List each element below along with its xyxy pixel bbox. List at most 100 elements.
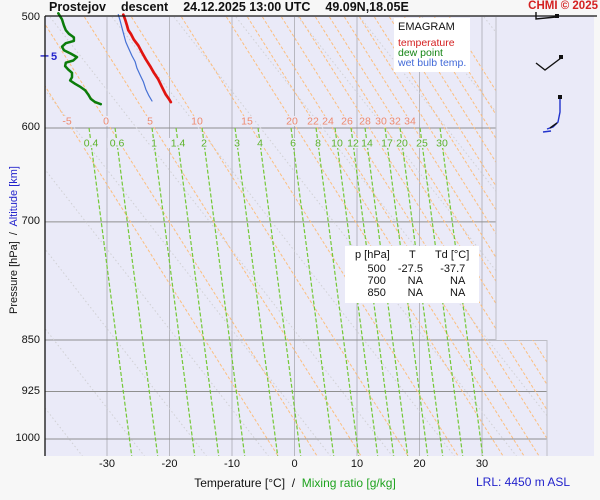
mixing-ratio-label: 4 (257, 138, 263, 150)
wind-barb-dot (558, 95, 562, 99)
legend-item-temperature: temperature (398, 37, 455, 49)
wind-barb-dot (555, 14, 559, 18)
wind-barb (535, 12, 559, 20)
saturation-adiabat-line (226, 17, 504, 456)
adiabat-label: 22 (307, 116, 319, 128)
mixing-ratio-label: 6 (290, 138, 296, 150)
pressure-tick-label: 850 (21, 333, 40, 346)
pressure-tick-label: 925 (21, 385, 40, 398)
moist-adiabat-line (49, 17, 393, 456)
moist-adiabat-line (297, 17, 547, 456)
adiabat-label: 30 (375, 116, 387, 128)
temperature-tick-label: 20 (413, 458, 426, 470)
saturation-adiabat-line (434, 17, 547, 456)
wetbulb-trace (117, 14, 153, 102)
mixing-ratio-label: 1 (151, 138, 157, 150)
dewpoint-trace (57, 12, 103, 106)
temperature-tick-label: -10 (224, 458, 240, 470)
mixing-ratio-label: 2 (201, 138, 207, 150)
mixing-ratio-label: 17 (381, 138, 393, 150)
mixing-ratio-label: 25 (416, 138, 428, 150)
moist-adiabat-line (173, 17, 517, 456)
temperature-tick-label: -20 (161, 458, 178, 470)
saturation-adiabat-line (247, 17, 525, 456)
mixing-ratio-label: 3 (234, 138, 240, 150)
mixing-ratio-label: 10 (331, 138, 343, 150)
mixing-ratio-line (315, 127, 360, 456)
mixing-ratio-label: 0.4 (84, 138, 99, 150)
saturation-adiabat-line (262, 17, 540, 456)
saturation-adiabat-line (344, 17, 547, 456)
wind-barb (542, 95, 562, 133)
saturation-adiabat-line (404, 17, 547, 456)
mixing-ratio-line (201, 127, 246, 456)
table-header-row: p [hPa] T Td [°C] (351, 249, 473, 263)
saturation-adiabat-line (389, 17, 547, 456)
mixing-ratio-label: 30 (436, 138, 448, 150)
saturation-adiabat-line (181, 17, 459, 456)
saturation-adiabat-line (374, 17, 547, 456)
saturation-adiabat-line (329, 17, 547, 456)
moist-adiabat-line (359, 17, 547, 456)
wind-barb (535, 55, 563, 71)
level-readout-table: p [hPa] T Td [°C] 500 -27.5 -37.7 700 NA… (345, 246, 480, 303)
mixing-ratio-label: 8 (315, 138, 321, 150)
col-header-pressure: p [hPa] (355, 249, 390, 261)
adiabat-label: 10 (191, 116, 203, 128)
y-axis-label-pressure: Pressure [hPa] (8, 241, 20, 314)
saturation-adiabat-line (84, 17, 362, 456)
profile-type: descent (120, 0, 169, 14)
sounding-datetime: 24.12.2025 13:00 UTC (183, 0, 311, 14)
altitude-mark-label: 5 (51, 51, 57, 63)
table-row: 850 NA NA (367, 287, 466, 299)
mixing-ratio-line (88, 127, 133, 456)
x-axis-title: Temperature [°C] / Mixing ratio [g/kg] (194, 476, 396, 490)
adiabat-label: 5 (147, 116, 153, 128)
saturation-adiabat-line (45, 17, 279, 456)
mixing-ratio-label: 14 (361, 138, 373, 150)
adiabat-label: 24 (322, 116, 334, 128)
temperature-tick-label: 30 (475, 458, 489, 470)
lrl-value: LRL: 4450 m ASL (476, 475, 571, 489)
mixing-ratio-line (257, 127, 302, 456)
pressure-tick-label: 1000 (15, 432, 40, 445)
pressure-tick-label: 600 (21, 121, 40, 134)
adiabat-label: 20 (286, 116, 298, 128)
saturation-adiabat-line (359, 17, 547, 456)
saturation-adiabat-line (299, 17, 547, 456)
pressure-tick-label: 500 (21, 10, 40, 23)
y-axis-title: Pressure [hPa] / Altitude [km] (8, 166, 20, 314)
saturation-adiabat-line (281, 17, 547, 456)
temperature-tick-label: 10 (350, 458, 364, 470)
legend-item-wetbulb: wet bulb temp. (398, 57, 467, 69)
legend-title: EMAGRAM (398, 21, 455, 33)
mixing-ratio-line (114, 127, 159, 456)
moist-adiabat-line (111, 17, 455, 456)
station-name: Prostejov (49, 0, 106, 14)
temperature-tick-label: 0 (291, 458, 298, 470)
col-header-temperature: T (409, 249, 416, 261)
legend-box: EMAGRAM temperature dew point wet bulb t… (394, 18, 470, 72)
adiabat-label: 34 (404, 116, 416, 128)
adiabat-label: 15 (241, 116, 253, 128)
saturation-adiabat-line (315, 17, 547, 456)
saturation-adiabat-line (419, 17, 547, 456)
wind-barb-dot (559, 55, 563, 59)
mixing-ratio-line (175, 127, 220, 456)
adiabat-label: 28 (359, 116, 371, 128)
adiabat-label: 26 (341, 116, 353, 128)
temperature-trace (121, 13, 173, 104)
mixing-ratio-line (290, 127, 335, 456)
saturation-adiabat-line (45, 17, 318, 456)
adiabat-label: 32 (389, 116, 401, 128)
station-coordinates: 49.09N,18.05E (325, 0, 409, 14)
mixing-ratio-label: 0.6 (110, 138, 125, 150)
legend-item-dewpoint: dew point (398, 47, 443, 59)
mixing-ratio-label: 1.4 (171, 138, 186, 150)
mixing-ratio-label: 12 (347, 138, 359, 150)
table-row: 700 NA NA (367, 275, 466, 287)
mixing-ratio-line (234, 127, 279, 456)
x-axis-label-mixing-ratio: Mixing ratio [g/kg] (301, 476, 396, 490)
moist-adiabat-line (421, 17, 547, 456)
